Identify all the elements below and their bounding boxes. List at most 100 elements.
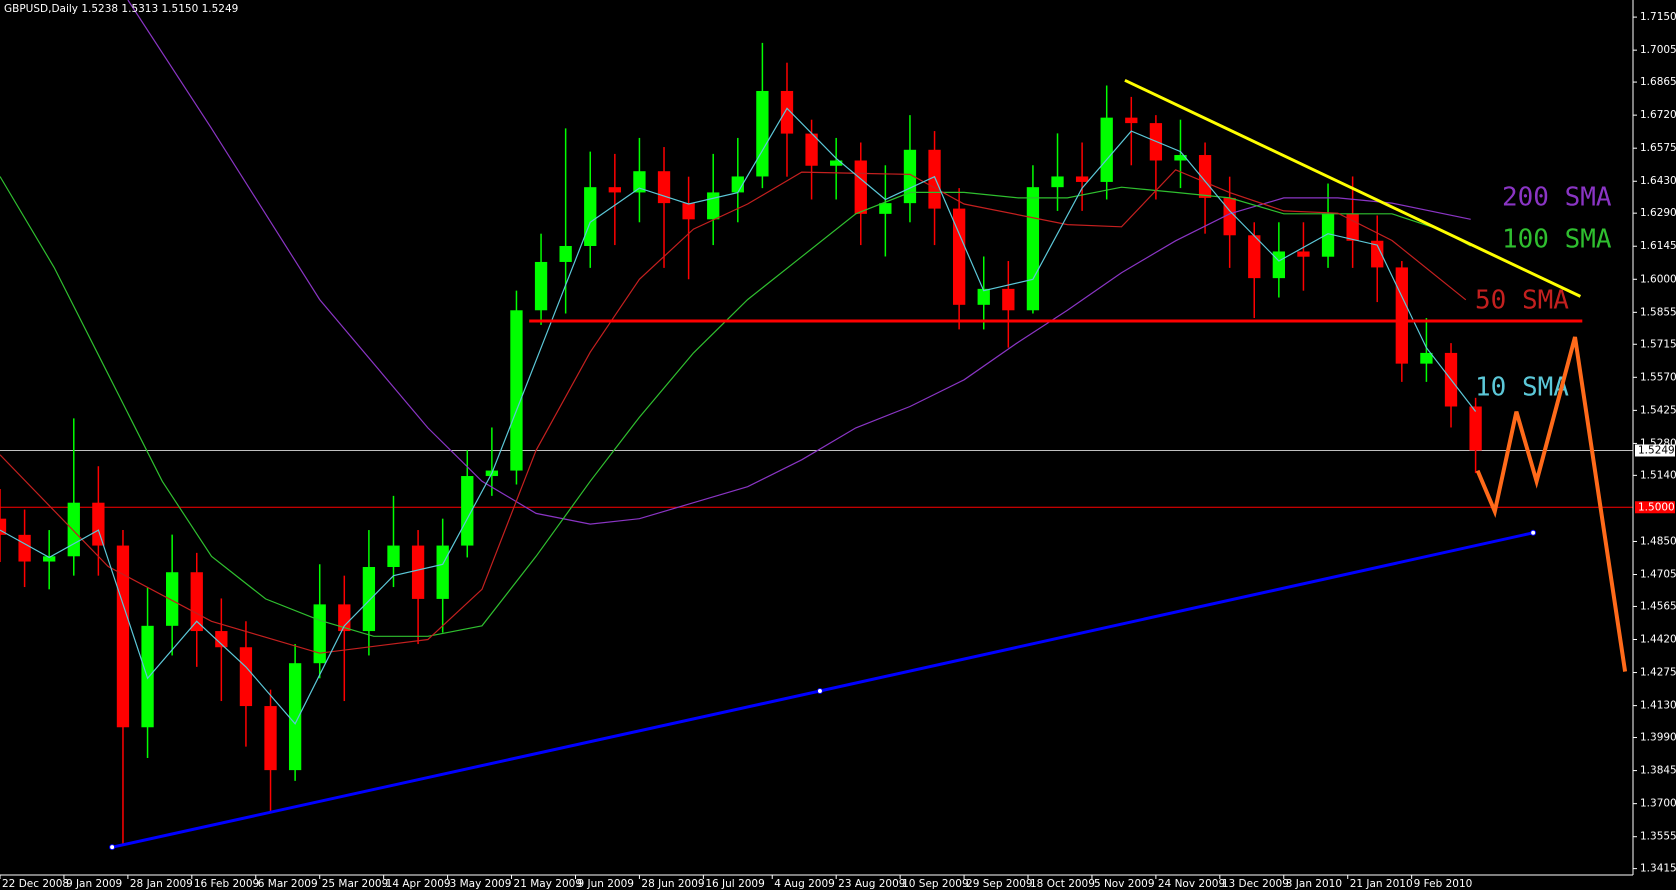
candle-body	[928, 149, 941, 209]
x-tick-label: 29 Sep 2009	[966, 878, 1033, 890]
x-tick-label: 6 Mar 2009	[258, 878, 318, 890]
y-tick-label: 1.4565	[1640, 600, 1676, 612]
plot-area	[0, 0, 1633, 846]
candle-body	[338, 604, 351, 632]
candle-body	[1248, 235, 1261, 279]
y-tick-label: 1.6290	[1640, 207, 1676, 219]
y-tick-label: 1.5140	[1640, 469, 1676, 481]
y-tick-label: 1.3555	[1640, 831, 1676, 843]
y-tick-label: 1.4130	[1640, 700, 1676, 712]
y-tick-label: 1.6720	[1640, 109, 1676, 121]
y-tick-label: 1.5570	[1640, 371, 1676, 383]
candle-body	[116, 545, 130, 728]
candle-body	[1469, 406, 1482, 451]
candle-body	[166, 572, 179, 626]
y-tick-label: 1.6145	[1640, 240, 1676, 252]
level-label: 1.5000	[1638, 501, 1675, 513]
candle-body	[756, 90, 769, 177]
candle-body	[92, 502, 105, 546]
y-tick-label: 1.5715	[1640, 338, 1676, 350]
candle-body	[1297, 251, 1310, 257]
y-tick-label: 1.7005	[1640, 44, 1676, 56]
candle-body	[288, 663, 302, 771]
x-tick-label: 5 Nov 2009	[1094, 878, 1155, 890]
y-tick-label: 1.6000	[1640, 273, 1676, 285]
candle-body	[534, 261, 548, 311]
candle-body	[387, 545, 400, 567]
sma-label: 50 SMA	[1475, 286, 1569, 316]
level-box	[1635, 501, 1675, 514]
candle-body	[1420, 352, 1433, 364]
candle-body	[1174, 155, 1187, 161]
y-tick-label: 1.3700	[1640, 798, 1676, 810]
x-tick-label: 23 Aug 2009	[838, 878, 905, 890]
y-tick-label: 1.3990	[1640, 732, 1676, 744]
y-tick-label: 1.5855	[1640, 306, 1676, 318]
candle-body	[67, 502, 80, 557]
x-tick-label: 28 Jun 2009	[641, 878, 704, 890]
x-tick-label: 13 Dec 2009	[1222, 878, 1289, 890]
candle-body	[977, 288, 990, 305]
candle-body	[1346, 213, 1359, 241]
candle-body	[43, 556, 56, 562]
candle-body	[215, 631, 228, 648]
sma-label: 200 SMA	[1502, 183, 1612, 213]
y-tick-label: 1.4420	[1640, 633, 1676, 645]
x-tick-label: 21 May 2009	[514, 878, 582, 890]
y-tick-label: 1.4850	[1640, 535, 1676, 547]
x-tick-label: 16 Feb 2009	[194, 878, 259, 890]
sma-line	[127, 0, 1471, 525]
y-tick-label: 1.4275	[1640, 667, 1676, 679]
y-tick-label: 1.4705	[1640, 569, 1676, 581]
candle-body	[805, 133, 818, 166]
x-tick-label: 28 Jan 2009	[130, 878, 193, 890]
candle-body	[584, 187, 597, 246]
candle-body	[830, 160, 843, 166]
candle-body	[1075, 176, 1089, 182]
trend-point	[816, 688, 823, 695]
trend-point	[109, 844, 116, 851]
candle-body	[461, 476, 474, 546]
candle-body	[18, 534, 31, 562]
sma-label: 100 SMA	[1502, 225, 1612, 255]
candle-body	[952, 208, 966, 305]
x-tick-label: 21 Jan 2010	[1350, 878, 1413, 890]
candle-body	[1002, 288, 1015, 311]
candle-body	[190, 572, 203, 632]
x-tick-label: 22 Dec 2008	[2, 878, 69, 890]
y-tick-label: 1.3845	[1640, 765, 1676, 777]
candle-body	[1395, 267, 1408, 364]
candle-body	[1198, 155, 1212, 198]
candle-body	[633, 171, 646, 193]
candle-body	[1026, 187, 1040, 311]
trend-line	[1475, 336, 1628, 672]
candle-body	[657, 171, 671, 204]
y-tick-label: 1.6865	[1640, 76, 1676, 88]
candle-body	[362, 566, 376, 632]
sma-line	[0, 176, 1471, 637]
candle-body	[1321, 213, 1335, 257]
y-tick-label: 1.6575	[1640, 142, 1676, 154]
sma-line	[0, 107, 1477, 725]
x-tick-label: 25 Mar 2009	[322, 878, 389, 890]
candle-body	[854, 160, 867, 214]
candle-body	[411, 545, 425, 599]
y-tick-label: 1.7150	[1640, 11, 1676, 23]
x-tick-label: 10 Sep 2009	[902, 878, 969, 890]
sma-line	[0, 169, 1467, 654]
candle-body	[264, 706, 277, 771]
sma-label: 10 SMA	[1475, 373, 1569, 403]
current-price-label: 1.5249	[1638, 444, 1675, 456]
x-tick-label: 9 Jun 2009	[577, 878, 633, 890]
trend-line	[1124, 78, 1582, 298]
x-tick-label: 16 Jul 2009	[705, 878, 764, 890]
candle-body	[1272, 251, 1286, 279]
candle-body	[436, 545, 449, 599]
x-tick-label: 3 May 2009	[450, 878, 512, 890]
candle-body	[1051, 176, 1064, 188]
candle-body	[608, 187, 621, 193]
candle-body	[707, 192, 720, 220]
